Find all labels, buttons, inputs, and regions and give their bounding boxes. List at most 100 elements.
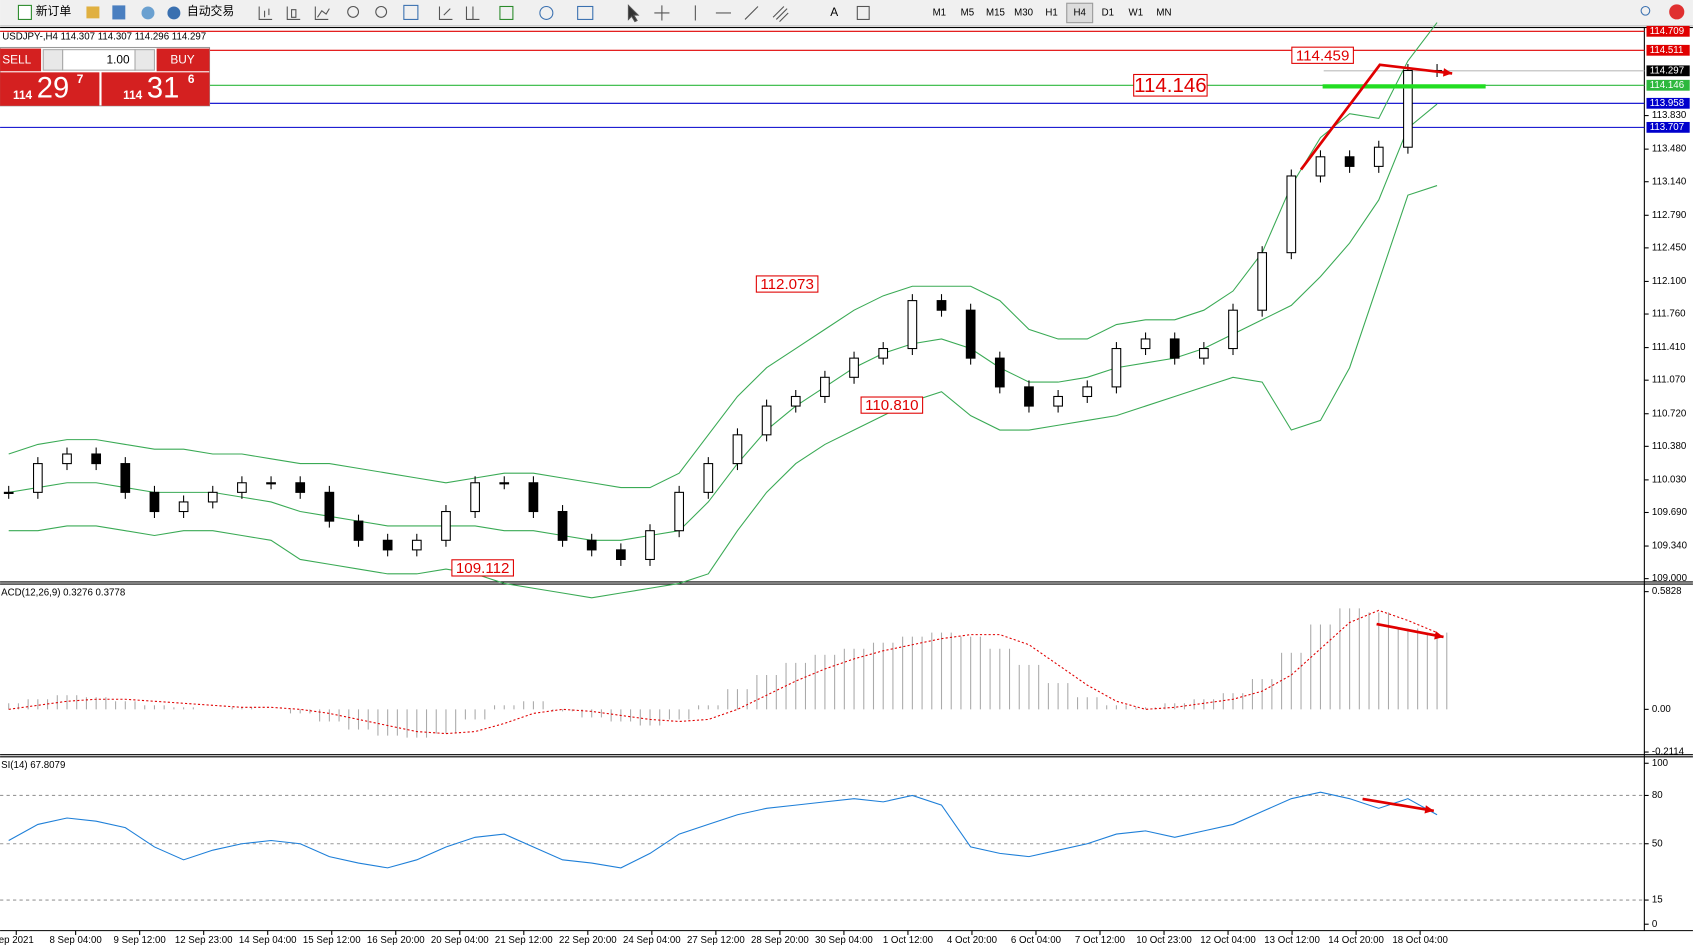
candle: [820, 376, 830, 398]
timeframe-button[interactable]: W1: [1129, 8, 1144, 19]
tool-icon[interactable]: [258, 6, 273, 20]
bollinger-middle: [8, 103, 1438, 541]
text-tool[interactable]: A: [830, 5, 838, 19]
channel-tool[interactable]: [772, 6, 789, 22]
tool-icon[interactable]: [347, 5, 360, 18]
macd-title: ACD(12,26,9) 0.3276 0.3778: [1, 587, 125, 598]
candle: [178, 501, 189, 513]
price-annotation: 109.112: [456, 560, 510, 577]
notification-badge[interactable]: [1669, 4, 1685, 20]
y-tick-label: 111.760: [1652, 309, 1686, 320]
tool-icon[interactable]: [539, 5, 554, 20]
candle: [1111, 348, 1122, 388]
tool-icon[interactable]: [499, 5, 514, 20]
price-level-label: 113.958: [1650, 98, 1684, 109]
tool-icon[interactable]: [577, 5, 594, 20]
price-level-tag: [1646, 97, 1690, 109]
price-annotation: 112.073: [760, 276, 813, 293]
candle: [237, 482, 247, 493]
bid-box[interactable]: [0, 72, 100, 106]
y-tick-label: 112.100: [1652, 276, 1687, 287]
timeframe-button[interactable]: D1: [1102, 8, 1114, 19]
timeframe-button[interactable]: H4: [1073, 8, 1086, 19]
trendline-tool[interactable]: [744, 6, 759, 20]
tool-icon[interactable]: [314, 6, 330, 20]
time-label: 13 Oct 12:00: [1264, 935, 1320, 946]
y-tick-label: 100: [1652, 758, 1669, 769]
y-tick-label: 113.830: [1652, 110, 1687, 121]
candle: [1403, 69, 1413, 148]
lot-up[interactable]: [134, 49, 155, 71]
y-tick-label: 0.00: [1652, 704, 1671, 715]
timeframe-button[interactable]: M1: [933, 8, 946, 19]
sell-button[interactable]: [0, 48, 42, 72]
trend-arrow: [1299, 63, 1453, 171]
time-label: ep 2021: [0, 935, 34, 946]
price-annotation: 114.146: [1134, 74, 1207, 97]
search-icon[interactable]: [1640, 5, 1651, 16]
candle: [1228, 309, 1238, 350]
lot-down[interactable]: [42, 49, 64, 71]
timeframe-button[interactable]: M5: [961, 8, 974, 19]
time-label: 6 Oct 04:00: [1011, 935, 1062, 946]
buy-label: BUY: [170, 53, 194, 67]
rsi-arrow-head: [1424, 805, 1434, 814]
ask-big-figure: 114: [123, 88, 143, 102]
time-label: 7 Oct 12:00: [1075, 935, 1126, 946]
timeframe-button[interactable]: M15: [986, 8, 1005, 19]
candle: [1257, 252, 1268, 311]
candle: [615, 549, 626, 561]
candle: [441, 510, 451, 541]
y-tick-label: 109.000: [1652, 573, 1688, 584]
tool-icon[interactable]: [286, 6, 301, 20]
candle: [1169, 338, 1180, 359]
tool-icon[interactable]: [403, 4, 419, 20]
price-level-tag: [1646, 65, 1690, 77]
y-tick-label: 112.450: [1652, 242, 1687, 253]
tool-icon[interactable]: [86, 6, 100, 19]
tool-icon[interactable]: [375, 5, 388, 18]
buy-button[interactable]: [156, 48, 210, 72]
auto-trading-button[interactable]: 自动交易: [187, 4, 234, 18]
candle: [703, 463, 714, 493]
price-level-label: 114.709: [1650, 26, 1684, 37]
tool-icon[interactable]: [112, 5, 126, 20]
time-label: 12 Sep 23:00: [175, 935, 233, 946]
time-label: 20 Sep 04:00: [431, 935, 489, 946]
y-tick-label: 113.480: [1652, 144, 1687, 155]
time-label: 27 Sep 12:00: [687, 935, 745, 946]
crosshair-tool[interactable]: [654, 5, 670, 21]
cursor-tool[interactable]: [627, 4, 640, 23]
timeframe-button[interactable]: H1: [1045, 8, 1057, 19]
price-level-tag: [1646, 121, 1690, 133]
y-tick-label: 0.5828: [1652, 586, 1682, 597]
tool-icon[interactable]: [141, 6, 155, 20]
time-label: 10 Oct 23:00: [1136, 935, 1192, 946]
time-label: 1 Oct 12:00: [883, 935, 934, 946]
drawing-tools: [258, 4, 870, 23]
candle: [266, 482, 276, 485]
candle: [411, 539, 422, 551]
candle: [1373, 146, 1384, 167]
chart-top-border: [0, 26, 1693, 29]
candle: [120, 463, 131, 493]
text-label-tool[interactable]: [856, 5, 870, 20]
rsi-title: SI(14) 67.8079: [1, 760, 65, 771]
tool-icon[interactable]: [465, 6, 480, 20]
candle: [1199, 348, 1209, 359]
candle: [645, 530, 655, 561]
timeframe-active: [1066, 2, 1094, 24]
tool-icon[interactable]: [438, 6, 453, 20]
candle: [1140, 338, 1151, 350]
ask-box[interactable]: [101, 72, 210, 106]
candle: [586, 539, 597, 551]
timeframe-button[interactable]: MN: [1156, 8, 1171, 19]
y-tick-label: 15: [1652, 895, 1663, 906]
candle: [1053, 395, 1063, 407]
ask-fraction: 6: [188, 72, 195, 86]
timeframe-button[interactable]: M30: [1014, 8, 1033, 19]
price-annotation-box: [1133, 73, 1208, 97]
new-order-button[interactable]: 新订单: [36, 4, 72, 18]
time-label: 21 Sep 12:00: [495, 935, 553, 946]
